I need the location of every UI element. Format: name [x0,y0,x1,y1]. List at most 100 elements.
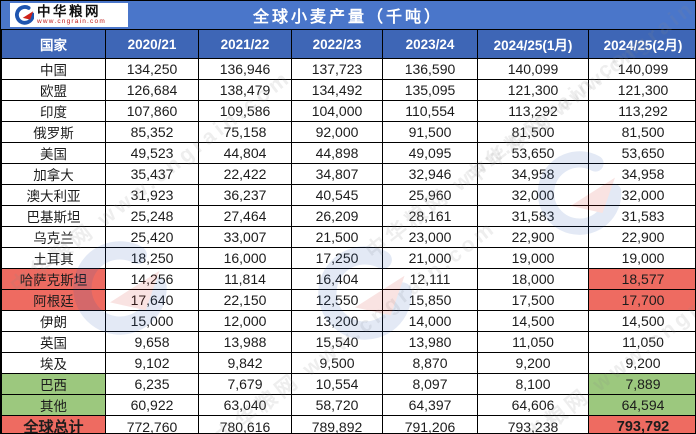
value-cell: 17,250 [291,247,383,269]
value-cell: 134,250 [105,58,199,80]
value-cell: 137,723 [291,58,383,80]
cngrain-logo[interactable]: 中华粮网 www.cngrain.com [10,3,128,27]
value-cell: 15,540 [291,331,383,353]
value-cell: 21,500 [291,226,383,248]
table-row: 中国 134,250 136,946 137,723 136,590 140,099 140… [1,58,695,80]
table-row: 印度 107,860 109,586 104,000 110,554 113,292 113… [1,100,695,122]
value-cell: 32,000 [477,184,589,206]
value-cell: 85,352 [105,121,199,143]
value-cell: 121,300 [477,79,589,101]
country-cell: 印度 [1,100,106,122]
table-row: 阿根廷 17,640 22,150 12,550 15,850 17,500 17,700 [1,289,695,311]
column-header: 2020/21 [105,29,199,59]
value-cell: 32,946 [382,163,478,185]
value-cell: 19,000 [477,247,589,269]
value-cell: 6,235 [105,373,199,395]
country-cell: 俄罗斯 [1,121,106,143]
value-cell: 31,923 [105,184,199,206]
country-cell: 巴西 [1,373,106,395]
value-cell: 22,150 [198,289,292,311]
value-cell: 13,200 [291,310,383,332]
value-cell: 34,807 [291,163,383,185]
column-header: 2022/23 [291,29,383,59]
value-cell: 793,238 [477,415,589,433]
column-header: 2024/25(1月) [477,29,589,59]
table-row: 澳大利亚 31,923 36,237 40,545 25,960 32,000 32,000 [1,184,695,206]
table-row: 美国 49,523 44,804 44,898 49,095 53,650 53,650 [1,142,695,164]
value-cell: 32,000 [588,184,695,206]
value-cell: 63,040 [198,394,292,416]
value-cell: 126,684 [105,79,199,101]
value-cell: 23,000 [382,226,478,248]
value-cell: 14,000 [382,310,478,332]
country-cell: 埃及 [1,352,106,374]
country-cell: 阿根廷 [1,289,106,311]
value-cell: 25,960 [382,184,478,206]
header-bar: 中华粮网 www.cngrain.com 全球小麦产量（千吨） [1,1,695,29]
table-row: 俄罗斯 85,352 75,158 92,000 91,500 81,500 81,500 [1,121,695,143]
value-cell: 140,099 [588,58,695,80]
table-row: 乌克兰 25,420 33,007 21,500 23,000 22,900 22,900 [1,226,695,248]
value-cell: 135,095 [382,79,478,101]
country-cell: 加拿大 [1,163,106,185]
value-cell: 75,158 [198,121,292,143]
value-cell: 8,100 [477,373,589,395]
country-cell: 哈萨克斯坦 [1,268,106,290]
table-row: 巴基斯坦 25,248 27,464 26,209 28,161 31,583 31,583 [1,205,695,227]
column-header: 2024/25(2月) [588,29,695,59]
value-cell: 28,161 [382,205,478,227]
value-cell: 27,464 [198,205,292,227]
value-cell: 14,500 [588,310,695,332]
value-cell: 113,292 [588,100,695,122]
value-cell: 9,842 [198,352,292,374]
value-cell: 110,554 [382,100,478,122]
table-row: 欧盟 126,684 138,479 134,492 135,095 121,300 121… [1,79,695,101]
value-cell: 22,422 [198,163,292,185]
value-cell: 10,554 [291,373,383,395]
value-cell: 9,500 [291,352,383,374]
value-cell: 17,500 [477,289,589,311]
country-cell: 中国 [1,58,106,80]
value-cell: 8,097 [382,373,478,395]
value-cell: 26,209 [291,205,383,227]
value-cell: 53,650 [588,142,695,164]
value-cell: 25,248 [105,205,199,227]
table-row: 英国 9,658 13,988 15,540 13,980 11,050 11,050 [1,331,695,353]
value-cell: 35,437 [105,163,199,185]
value-cell: 104,000 [291,100,383,122]
value-cell: 134,492 [291,79,383,101]
value-cell: 18,577 [588,268,695,290]
value-cell: 113,292 [477,100,589,122]
value-cell: 789,892 [291,415,383,433]
value-cell: 92,000 [291,121,383,143]
page-title: 全球小麦产量（千吨） [252,9,443,26]
value-cell: 13,980 [382,331,478,353]
value-cell: 121,300 [588,79,695,101]
value-cell: 49,523 [105,142,199,164]
value-cell: 136,590 [382,58,478,80]
table-row: 巴西 6,235 7,679 10,554 8,097 8,100 7,889 [1,373,695,395]
value-cell: 64,606 [477,394,589,416]
table-row: 全球总计 772,760 780,616 789,892 791,206 793,238 7… [1,415,695,433]
value-cell: 16,000 [198,247,292,269]
value-cell: 780,616 [198,415,292,433]
value-cell: 22,900 [588,226,695,248]
value-cell: 9,200 [588,352,695,374]
value-cell: 64,397 [382,394,478,416]
country-cell: 巴基斯坦 [1,205,106,227]
value-cell: 12,550 [291,289,383,311]
value-cell: 11,050 [477,331,589,353]
value-cell: 12,111 [382,268,478,290]
value-cell: 34,958 [588,163,695,185]
value-cell: 25,420 [105,226,199,248]
value-cell: 9,102 [105,352,199,374]
value-cell: 7,679 [198,373,292,395]
country-cell: 英国 [1,331,106,353]
wheat-production-table: 国家 2020/21 2021/22 2022/23 2023/24 2024/25(1月… [1,29,695,433]
value-cell: 17,640 [105,289,199,311]
value-cell: 16,404 [291,268,383,290]
brand-url: www.cngrain.com [37,18,106,25]
value-cell: 772,760 [105,415,199,433]
column-header: 2023/24 [382,29,478,59]
